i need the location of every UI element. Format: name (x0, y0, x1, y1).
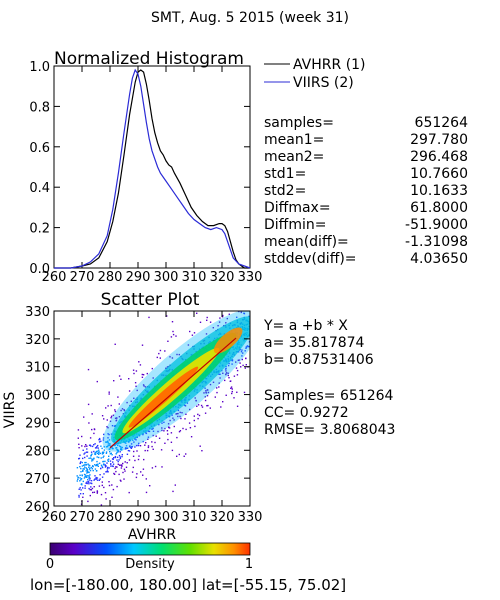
density-core (102, 311, 250, 452)
stat-value: -51.9000 (405, 217, 468, 233)
histogram-ytick-label: 1.0 (29, 60, 50, 75)
colorbar-max-label: 1 (245, 557, 253, 572)
scatter-ytick-label: 270 (25, 472, 50, 487)
scatter-xtick-label: 310 (182, 510, 207, 525)
histogram-xtick-label: 310 (182, 270, 207, 285)
histogram-frame (53, 65, 251, 269)
histogram-xtick-label: 270 (70, 270, 95, 285)
histogram-ytick-label: 0.8 (29, 100, 50, 115)
histogram-panel: Normalized Histogram 0.0 0.2 0.4 0.6 0.8 1.0 2… (29, 49, 262, 285)
scatter-density (76, 311, 250, 506)
scatter-ytick-label: 290 (25, 416, 50, 431)
stat-value: 10.1633 (410, 183, 468, 199)
scatter-title: Scatter Plot (101, 290, 200, 310)
stat-label: std1= (264, 166, 306, 182)
stat-label: mean1= (264, 132, 324, 148)
stat-value: -1.31098 (405, 234, 468, 250)
colorbar: 0 Density 1 (46, 542, 253, 572)
histogram-xtick-label: 290 (126, 270, 151, 285)
histogram-series-avhrr (54, 69, 250, 269)
scatter-frame (53, 310, 251, 507)
stat-label: samples= (264, 115, 334, 131)
stat-label: mean(diff)= (264, 234, 349, 250)
colorbar-min-label: 0 (46, 557, 54, 572)
scatter-xtick-label: 270 (70, 510, 95, 525)
scatter-xtick-label: 320 (210, 510, 235, 525)
stat-value: 10.7660 (410, 166, 468, 182)
main-title: SMT, Aug. 5 2015 (week 31) (151, 10, 349, 26)
scatter-ytick-label: 310 (25, 361, 50, 376)
scatter-xtick-label: 260 (42, 510, 67, 525)
stat-label: stddev(diff)= (264, 251, 357, 267)
stat-value: 297.780 (410, 132, 468, 148)
histogram-xtick-label: 300 (154, 270, 179, 285)
scatter-ticks: 260 270 280 290 300 310 320 3302602702802903003… (25, 305, 262, 525)
legend-label-avhrr: AVHRR (1) (293, 57, 366, 73)
scatter-ytick-label: 260 (25, 500, 50, 515)
scatter-xtick-label: 280 (98, 510, 123, 525)
regression-line (109, 337, 237, 449)
regression-cc: CC= 0.9272 (264, 405, 349, 421)
stat-value: 296.468 (410, 149, 468, 165)
scatter-ytick-label: 320 (25, 333, 50, 348)
legend-label-viirs: VIIRS (2) (293, 75, 354, 91)
histogram-xtick-label: 280 (98, 270, 123, 285)
stat-value: 4.03650 (410, 251, 468, 267)
regression-rmse: RMSE= 3.8068043 (264, 422, 395, 438)
colorbar-label: Density (125, 557, 175, 572)
statistics-block: samples= 651264 mean1= 297.780 mean2= 296.468… (264, 115, 468, 267)
scatter-ytick-label: 330 (25, 305, 50, 320)
regression-a: a= 35.817874 (264, 335, 365, 351)
stat-label: mean2= (264, 149, 324, 165)
scatter-ytick-label: 300 (25, 389, 50, 404)
stat-label: Diffmin= (264, 217, 326, 233)
histogram-legend: AVHRR (1) VIIRS (2) (264, 57, 366, 91)
stat-value: 651264 (415, 115, 469, 131)
histogram-xtick-label: 320 (210, 270, 235, 285)
scatter-xtick-label: 290 (126, 510, 151, 525)
scatter-panel: Scatter Plot 260 270 280 290 300 310 320 330260… (2, 290, 262, 543)
histogram-ytick-label: 0.2 (29, 222, 50, 237)
stat-label: std2= (264, 183, 306, 199)
histogram-xtick-label: 260 (42, 270, 67, 285)
histogram-ytick-label: 0.6 (29, 141, 50, 156)
histogram-ytick-label: 0.0 (29, 262, 50, 277)
regression-b: b= 0.87531406 (264, 352, 374, 368)
scatter-xtick-label: 330 (238, 510, 263, 525)
histogram-series-viirs (54, 68, 251, 269)
regression-samples: Samples= 651264 (264, 388, 394, 404)
regression-block: Y= a +b * X a= 35.817874 b= 0.87531406 S… (263, 318, 395, 438)
regression-equation: Y= a +b * X (263, 318, 348, 334)
stat-label: Diffmax= (264, 200, 331, 216)
histogram-ytick-label: 0.4 (29, 181, 50, 196)
histogram-lines (54, 68, 251, 269)
scatter-ytick-label: 280 (25, 444, 50, 459)
histogram-ticks: 0.0 0.2 0.4 0.6 0.8 1.0 260 270 280 290 300 310 320 3… (29, 60, 262, 285)
histogram-xtick-label: 330 (238, 270, 263, 285)
colorbar-gradient (49, 542, 251, 556)
scatter-xlabel: AVHRR (128, 527, 177, 543)
stat-value: 61.8000 (410, 200, 468, 216)
footer-coordinates: lon=[-180.00, 180.00] lat=[-55.15, 75.02… (30, 576, 346, 594)
scatter-ylabel: VIIRS (2, 392, 18, 429)
histogram-title: Normalized Histogram (54, 49, 244, 69)
scatter-xtick-label: 300 (154, 510, 179, 525)
